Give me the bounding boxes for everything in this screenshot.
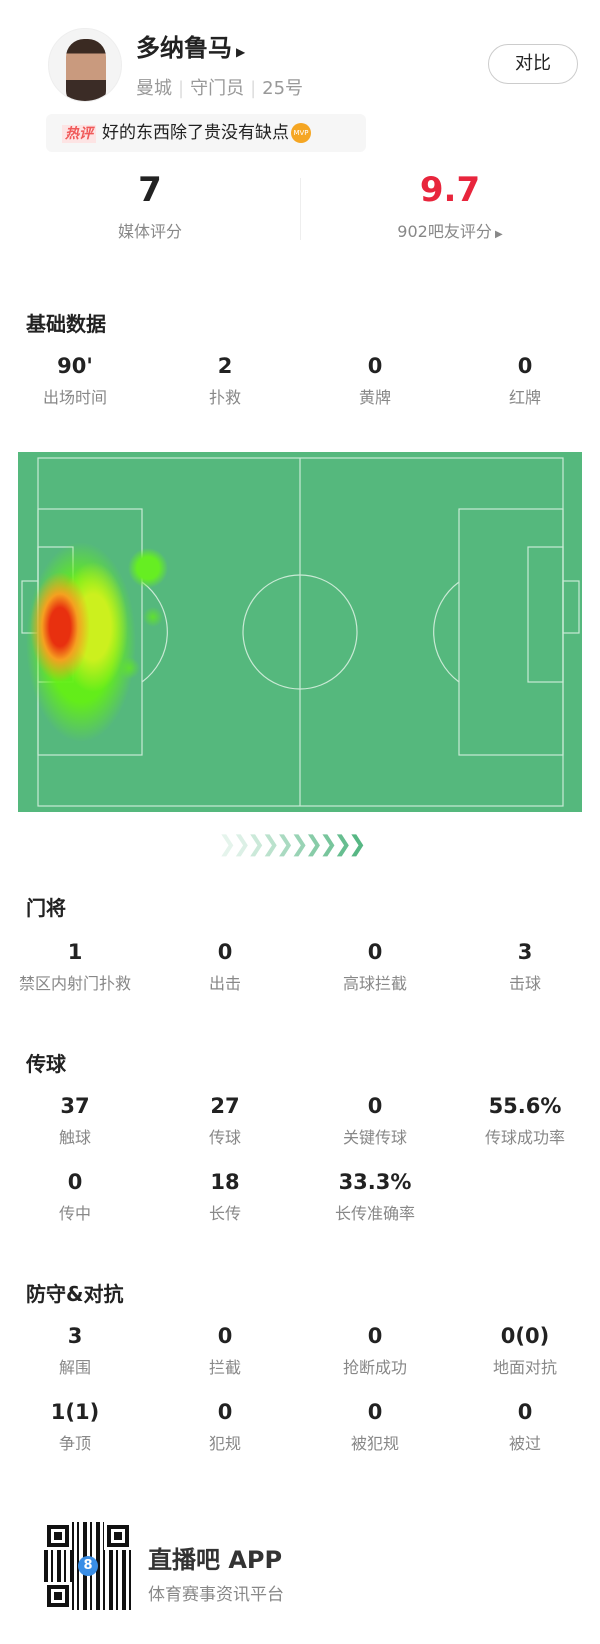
fan-rating[interactable]: 9.7 902吧友评分 ▶	[397, 170, 503, 241]
player-meta: 曼城 | 守门员 | 25号	[136, 78, 304, 99]
stat-saves: 2 扑救	[208, 354, 241, 407]
pitch-lines	[21, 457, 580, 807]
app-logo-icon: 8	[78, 1556, 98, 1576]
heat-zone	[143, 607, 163, 627]
stat-cell: 37 触球	[58, 1094, 91, 1147]
stat-cell: 55.6% 传球成功率	[484, 1094, 565, 1147]
hot-comment-text: 好的东西除了贵没有缺点	[102, 123, 289, 143]
heatmap-pitch	[18, 452, 582, 812]
stat-yellow: 0 黄牌	[358, 354, 391, 407]
stat-cell: 0 关键传球	[342, 1094, 407, 1147]
app-tagline: 体育赛事资讯平台	[148, 1585, 284, 1605]
heat-zone	[118, 657, 140, 679]
stat-cell: 3 解围	[58, 1324, 91, 1377]
compare-button[interactable]: 对比	[488, 44, 578, 84]
shirt-number: 25号	[262, 78, 304, 99]
stat-cell: 0 拦截	[208, 1324, 241, 1377]
stat-cell: 0 犯规	[208, 1400, 241, 1453]
basic-stats: 90' 出场时间 2 扑救 0 黄牌 0 红牌	[0, 354, 600, 408]
section-title-basic: 基础数据	[26, 312, 106, 336]
app-name: 直播吧 APP	[148, 1546, 283, 1574]
stat-cell: 27 传球	[208, 1094, 241, 1147]
defense-stats-row1: 3 解围 0 拦截 0 抢断成功 0(0) 地面对抗	[0, 1324, 600, 1378]
stat-cell: 18 长传	[208, 1170, 241, 1223]
section-title-goalkeeper: 门将	[26, 896, 66, 920]
stat-cell: 0 被犯规	[350, 1400, 399, 1453]
passing-stats-row1: 37 触球 27 传球 0 关键传球 55.6% 传球成功率	[0, 1094, 600, 1148]
media-rating: 7 媒体评分	[117, 170, 182, 241]
stat-cell: 0 被过	[508, 1400, 541, 1453]
stat-cell: 0(0) 地面对抗	[492, 1324, 557, 1377]
arrow-right-icon: ▶	[236, 45, 246, 59]
team: 曼城	[136, 78, 172, 99]
stat-cell: 33.3% 长传准确率	[334, 1170, 415, 1223]
player-avatar[interactable]	[48, 28, 122, 102]
stat-cell: 0 抢断成功	[342, 1324, 407, 1377]
stat-cell: 0 高球拦截	[342, 940, 407, 993]
player-name[interactable]: 多纳鲁马 ▶	[136, 34, 246, 62]
defense-stats-row2: 1(1) 争顶 0 犯规 0 被犯规 0 被过	[0, 1400, 600, 1454]
section-title-passing: 传球	[26, 1052, 66, 1076]
divider	[300, 178, 301, 240]
goalkeeper-stats: 1 禁区内射门扑救 0 出击 0 高球拦截 3 击球	[0, 940, 600, 994]
stat-red: 0 红牌	[508, 354, 541, 407]
stat-minutes: 90' 出场时间	[42, 354, 107, 407]
position: 守门员	[190, 78, 245, 99]
section-title-defense: 防守&对抗	[26, 1282, 124, 1306]
stat-cell: 0 出击	[208, 940, 241, 993]
qr-code: 8	[44, 1522, 132, 1610]
expand-arrows-icon[interactable]: ❯ ❯ ❯ ❯ ❯ ❯ ❯ ❯ ❯ ❯	[218, 832, 367, 857]
arrow-right-icon: ▶	[491, 229, 503, 240]
heat-zone	[128, 548, 168, 588]
hot-comment[interactable]: 热评 好的东西除了贵没有缺点 MVP	[46, 114, 366, 152]
passing-stats-row2: 0 传中 18 长传 33.3% 长传准确率	[0, 1170, 600, 1224]
heat-zone	[30, 572, 90, 682]
stat-cell: 1(1) 争顶	[50, 1400, 100, 1453]
hot-tag: 热评	[62, 125, 96, 143]
stat-cell: 0 传中	[58, 1170, 91, 1223]
stat-cell: 3 击球	[508, 940, 541, 993]
mvp-badge-icon: MVP	[291, 123, 311, 143]
stat-cell: 1 禁区内射门扑救	[18, 940, 131, 993]
